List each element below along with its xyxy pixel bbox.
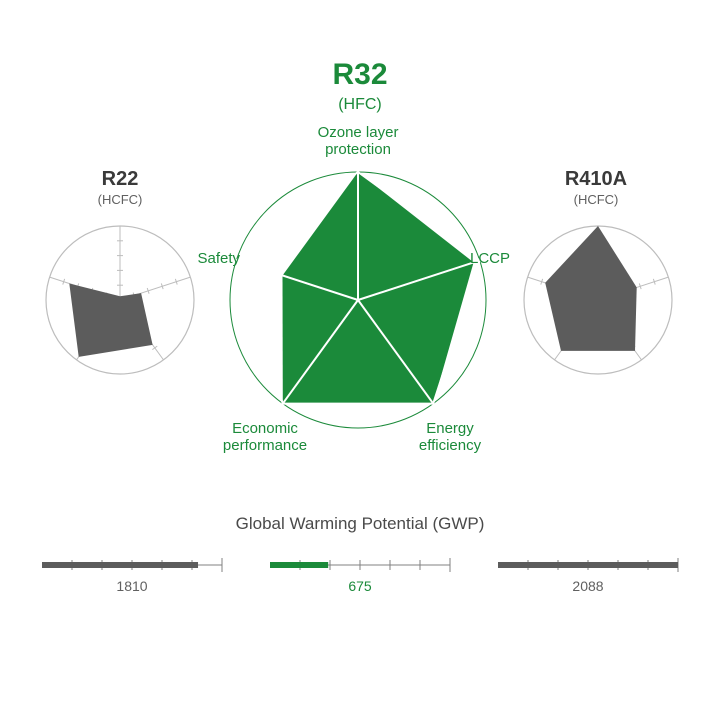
- gwp-bars: [0, 0, 720, 704]
- gwp-value-center: 675: [270, 578, 450, 594]
- gwp-value-left: 1810: [42, 578, 222, 594]
- stage: { "colors": { "green": "#1b8a3a", "green…: [0, 0, 720, 704]
- gwp-value-right: 2088: [498, 578, 678, 594]
